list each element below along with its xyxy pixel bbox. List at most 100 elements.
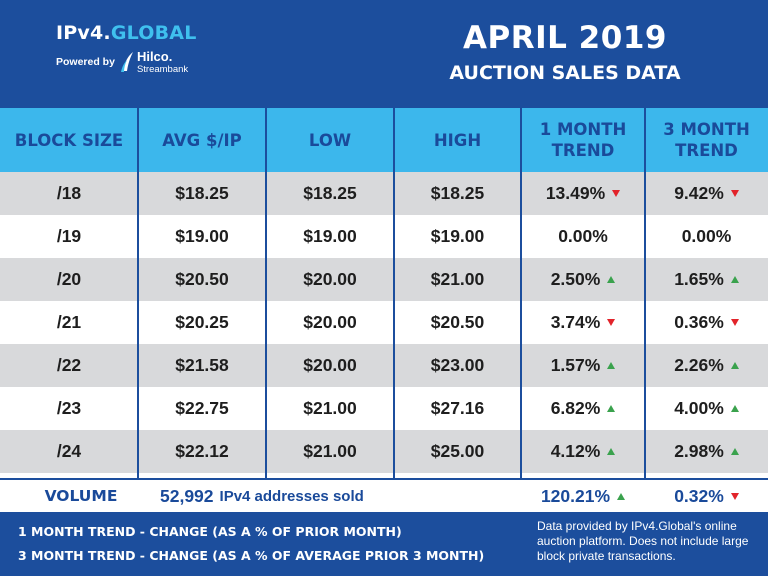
page-subtitle: AUCTION SALES DATA — [449, 62, 681, 84]
cell-avg: $20.50 — [138, 258, 266, 301]
cell-trend-1-value: 1.57% — [550, 355, 601, 375]
trend-up-arrow-icon — [730, 405, 739, 412]
cell-low: $21.00 — [266, 387, 394, 430]
table-row: /23 $22.75 $21.00 $27.16 6.82% 4.00% — [0, 387, 768, 430]
cell-avg: $19.00 — [138, 215, 266, 258]
volume-count: 52,992 IPv4 addresses sold — [160, 480, 364, 512]
trend-down-arrow-icon — [730, 190, 739, 197]
cell-high: $21.00 — [394, 258, 521, 301]
cell-low: $20.00 — [266, 344, 394, 387]
cell-trend-3: 4.00% — [645, 387, 768, 430]
cell-avg-value: $22.12 — [175, 441, 229, 461]
cell-avg-value: $21.58 — [175, 355, 229, 375]
table-row: /22 $21.58 $20.00 $23.00 1.57% 2.26% — [0, 344, 768, 387]
cell-avg-value: $20.50 — [175, 269, 229, 289]
table-row: /20 $20.50 $20.00 $21.00 2.50% 1.65% — [0, 258, 768, 301]
header-trend-1-line2: TREND — [551, 141, 615, 160]
hilco-wordmark: Hilco. Streambank — [137, 50, 188, 76]
cell-high-value: $18.25 — [430, 183, 485, 203]
cell-trend-1-value: 13.49% — [545, 183, 606, 203]
volume-trend-3: 0.32% — [645, 480, 768, 512]
data-source-note: Data provided by IPv4.Global's online au… — [537, 519, 749, 563]
cell-trend-1-value: 4.12% — [550, 441, 601, 461]
cell-block-size: /22 — [0, 344, 138, 387]
cell-avg: $20.25 — [138, 301, 266, 344]
cell-high-value: $20.50 — [430, 312, 485, 332]
cell-low-value: $20.00 — [303, 312, 357, 332]
table-row: /24 $22.12 $21.00 $25.00 4.12% 2.98% — [0, 430, 768, 473]
cell-trend-1: 0.00% — [521, 215, 645, 258]
cell-high: $23.00 — [394, 344, 521, 387]
legend-3-month: 3 MONTH TREND - CHANGE (AS A % OF AVERAG… — [18, 548, 485, 563]
cell-trend-3-value: 2.26% — [674, 355, 724, 375]
powered-by-text: Powered by — [56, 56, 115, 68]
table-header: BLOCK SIZE AVG $/IP LOW HIGH 1 MONTH TRE… — [0, 108, 768, 172]
cell-high: $19.00 — [394, 215, 521, 258]
cell-block-size-value: /21 — [56, 312, 82, 332]
cell-block-size-value: /23 — [56, 398, 82, 418]
cell-block-size-value: /24 — [56, 441, 82, 461]
cell-avg-value: $22.75 — [175, 398, 229, 418]
volume-count-number: 52,992 — [160, 485, 214, 506]
cell-low: $18.25 — [266, 172, 394, 215]
cell-block-size: /23 — [0, 387, 138, 430]
column-divider — [520, 108, 522, 478]
trend-down-arrow-icon — [612, 190, 621, 197]
cell-trend-3-value: 2.98% — [674, 441, 724, 461]
header-trend-3-line2: TREND — [675, 141, 738, 160]
title-block: APRIL 2019 AUCTION SALES DATA — [420, 18, 710, 86]
table-row: /18 $18.25 $18.25 $18.25 13.49% 9.42% — [0, 172, 768, 215]
column-divider — [265, 108, 267, 478]
cell-high: $18.25 — [394, 172, 521, 215]
cell-high: $27.16 — [394, 387, 521, 430]
cell-block-size: /24 — [0, 430, 138, 473]
cell-trend-1-value: 6.82% — [550, 398, 601, 418]
header-low: LOW — [308, 130, 352, 150]
cell-high-value: $25.00 — [430, 441, 485, 461]
cell-high: $25.00 — [394, 430, 521, 473]
ipv4-global-logo: IPv4.GLOBAL Powered by Hilco. Streambank — [56, 22, 196, 75]
header-banner: IPv4.GLOBAL Powered by Hilco. Streambank… — [0, 0, 768, 108]
column-divider — [644, 108, 646, 478]
cell-low-value: $21.00 — [303, 398, 357, 418]
column-divider — [393, 108, 395, 478]
cell-high-value: $27.16 — [430, 398, 485, 418]
cell-low-value: $21.00 — [303, 441, 357, 461]
cell-trend-3-value: 4.00% — [674, 398, 724, 418]
cell-trend-1: 13.49% — [521, 172, 645, 215]
header-avg: AVG $/IP — [162, 130, 242, 150]
cell-trend-3-value: 9.42% — [674, 183, 724, 203]
footer-banner: 1 MONTH TREND - CHANGE (AS A % OF PRIOR … — [0, 512, 768, 576]
trend-up-arrow-icon — [607, 448, 616, 455]
header-trend-1: 1 MONTH TREND — [521, 108, 645, 172]
cell-trend-1: 6.82% — [521, 387, 645, 430]
hilco-swoosh-icon — [120, 52, 133, 72]
cell-block-size: /18 — [0, 172, 138, 215]
header-trend-3-line1: 3 MONTH — [663, 120, 750, 139]
cell-avg-value: $18.25 — [175, 183, 229, 203]
trend-up-arrow-icon — [730, 448, 739, 455]
cell-avg: $22.12 — [138, 430, 266, 473]
trend-down-arrow-icon — [607, 319, 616, 326]
cell-trend-3-value: 0.00% — [681, 226, 732, 246]
volume-trend-1: 120.21% — [521, 480, 645, 512]
cell-high-value: $19.00 — [430, 226, 485, 246]
cell-low: $21.00 — [266, 430, 394, 473]
cell-trend-1: 1.57% — [521, 344, 645, 387]
trend-up-arrow-icon — [730, 362, 739, 369]
header-block-size: BLOCK SIZE — [14, 130, 124, 150]
cell-low: $19.00 — [266, 215, 394, 258]
volume-trend-3-value: 0.32% — [674, 485, 724, 506]
column-divider — [137, 108, 139, 478]
trend-down-arrow-icon — [730, 319, 739, 326]
cell-trend-3: 1.65% — [645, 258, 768, 301]
powered-by-line: Powered by Hilco. Streambank — [56, 50, 196, 76]
cell-avg: $21.58 — [138, 344, 266, 387]
cell-block-size-value: /22 — [56, 355, 82, 375]
cell-trend-1: 2.50% — [521, 258, 645, 301]
trend-up-arrow-icon — [730, 276, 739, 283]
legend-1-month: 1 MONTH TREND - CHANGE (AS A % OF PRIOR … — [18, 524, 402, 539]
cell-trend-3: 2.26% — [645, 344, 768, 387]
cell-avg: $22.75 — [138, 387, 266, 430]
logo-accent-text: GLOBAL — [110, 22, 197, 44]
